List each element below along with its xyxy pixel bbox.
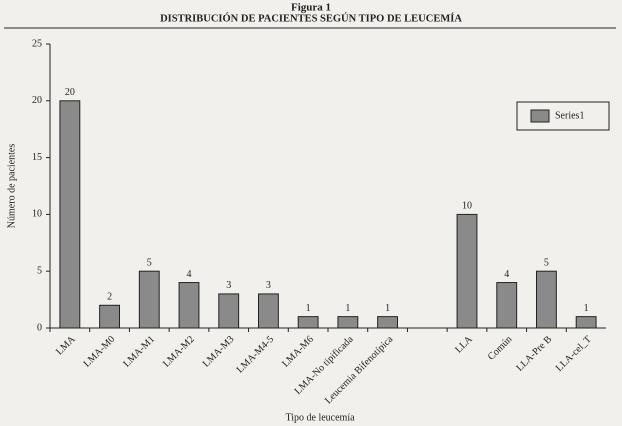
bar <box>99 304 121 329</box>
bar <box>59 100 81 329</box>
y-tick-label: 15 <box>32 152 42 163</box>
legend-swatch <box>530 109 550 123</box>
value-label: 1 <box>306 303 311 314</box>
value-label: 5 <box>544 257 549 268</box>
bar <box>218 293 240 329</box>
bar <box>575 316 597 329</box>
value-label: 4 <box>187 269 192 280</box>
y-tick-label: 0 <box>37 322 42 333</box>
bar <box>337 316 359 329</box>
value-label: 3 <box>226 280 231 291</box>
value-label: 5 <box>147 257 152 268</box>
x-axis-label: Tipo de leucemía <box>285 412 355 423</box>
chart-subtitle: DISTRIBUCIÓN DE PACIENTES SEGÚN TIPO DE … <box>160 12 462 24</box>
bar <box>456 213 478 329</box>
value-label: 10 <box>462 201 472 212</box>
bar <box>496 282 518 329</box>
y-tick-label: 25 <box>32 38 42 49</box>
legend-label: Series1 <box>555 110 584 121</box>
value-label: 20 <box>65 87 75 98</box>
bar <box>258 293 279 329</box>
value-label: 4 <box>504 269 509 280</box>
bar <box>377 316 398 329</box>
value-label: 3 <box>266 280 271 291</box>
value-label: 2 <box>107 292 112 303</box>
bar <box>138 270 160 329</box>
y-tick-label: 10 <box>32 209 42 220</box>
y-tick-label: 20 <box>32 95 42 106</box>
legend-box <box>516 101 610 131</box>
y-tick-label: 5 <box>37 265 42 276</box>
value-label: 1 <box>385 303 390 314</box>
bar <box>536 270 557 329</box>
chart-title: Figura 1 <box>291 2 331 14</box>
value-label: 1 <box>584 303 589 314</box>
value-label: 1 <box>345 303 350 314</box>
bar <box>178 282 200 329</box>
bar <box>297 316 319 329</box>
y-axis-label: Número de pacientes <box>6 144 17 229</box>
